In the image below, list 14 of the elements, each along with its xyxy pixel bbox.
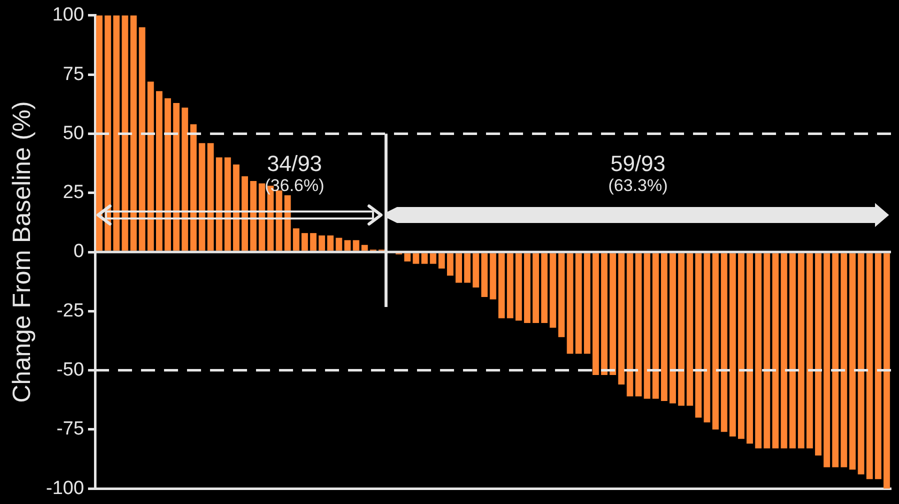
y-tick-label: -100 — [46, 478, 84, 499]
y-tick-label: -25 — [56, 300, 84, 322]
y-tick-label: 100 — [52, 4, 84, 26]
annotation: 34/93 — [266, 151, 322, 176]
y-tick-label: 75 — [62, 64, 84, 85]
y-tick-label: 50 — [62, 122, 84, 144]
y-tick-label: 0 — [73, 241, 84, 262]
annotation: 59/93 — [610, 151, 666, 176]
annotation: (63.3%) — [608, 176, 668, 195]
annotation: (36.6%) — [264, 176, 324, 195]
y-axis-title: Change From Baseline (%) — [8, 101, 36, 403]
y-tick-label: -50 — [56, 360, 84, 381]
y-tick-label: -75 — [56, 418, 84, 440]
y-tick-label: 25 — [62, 182, 84, 204]
